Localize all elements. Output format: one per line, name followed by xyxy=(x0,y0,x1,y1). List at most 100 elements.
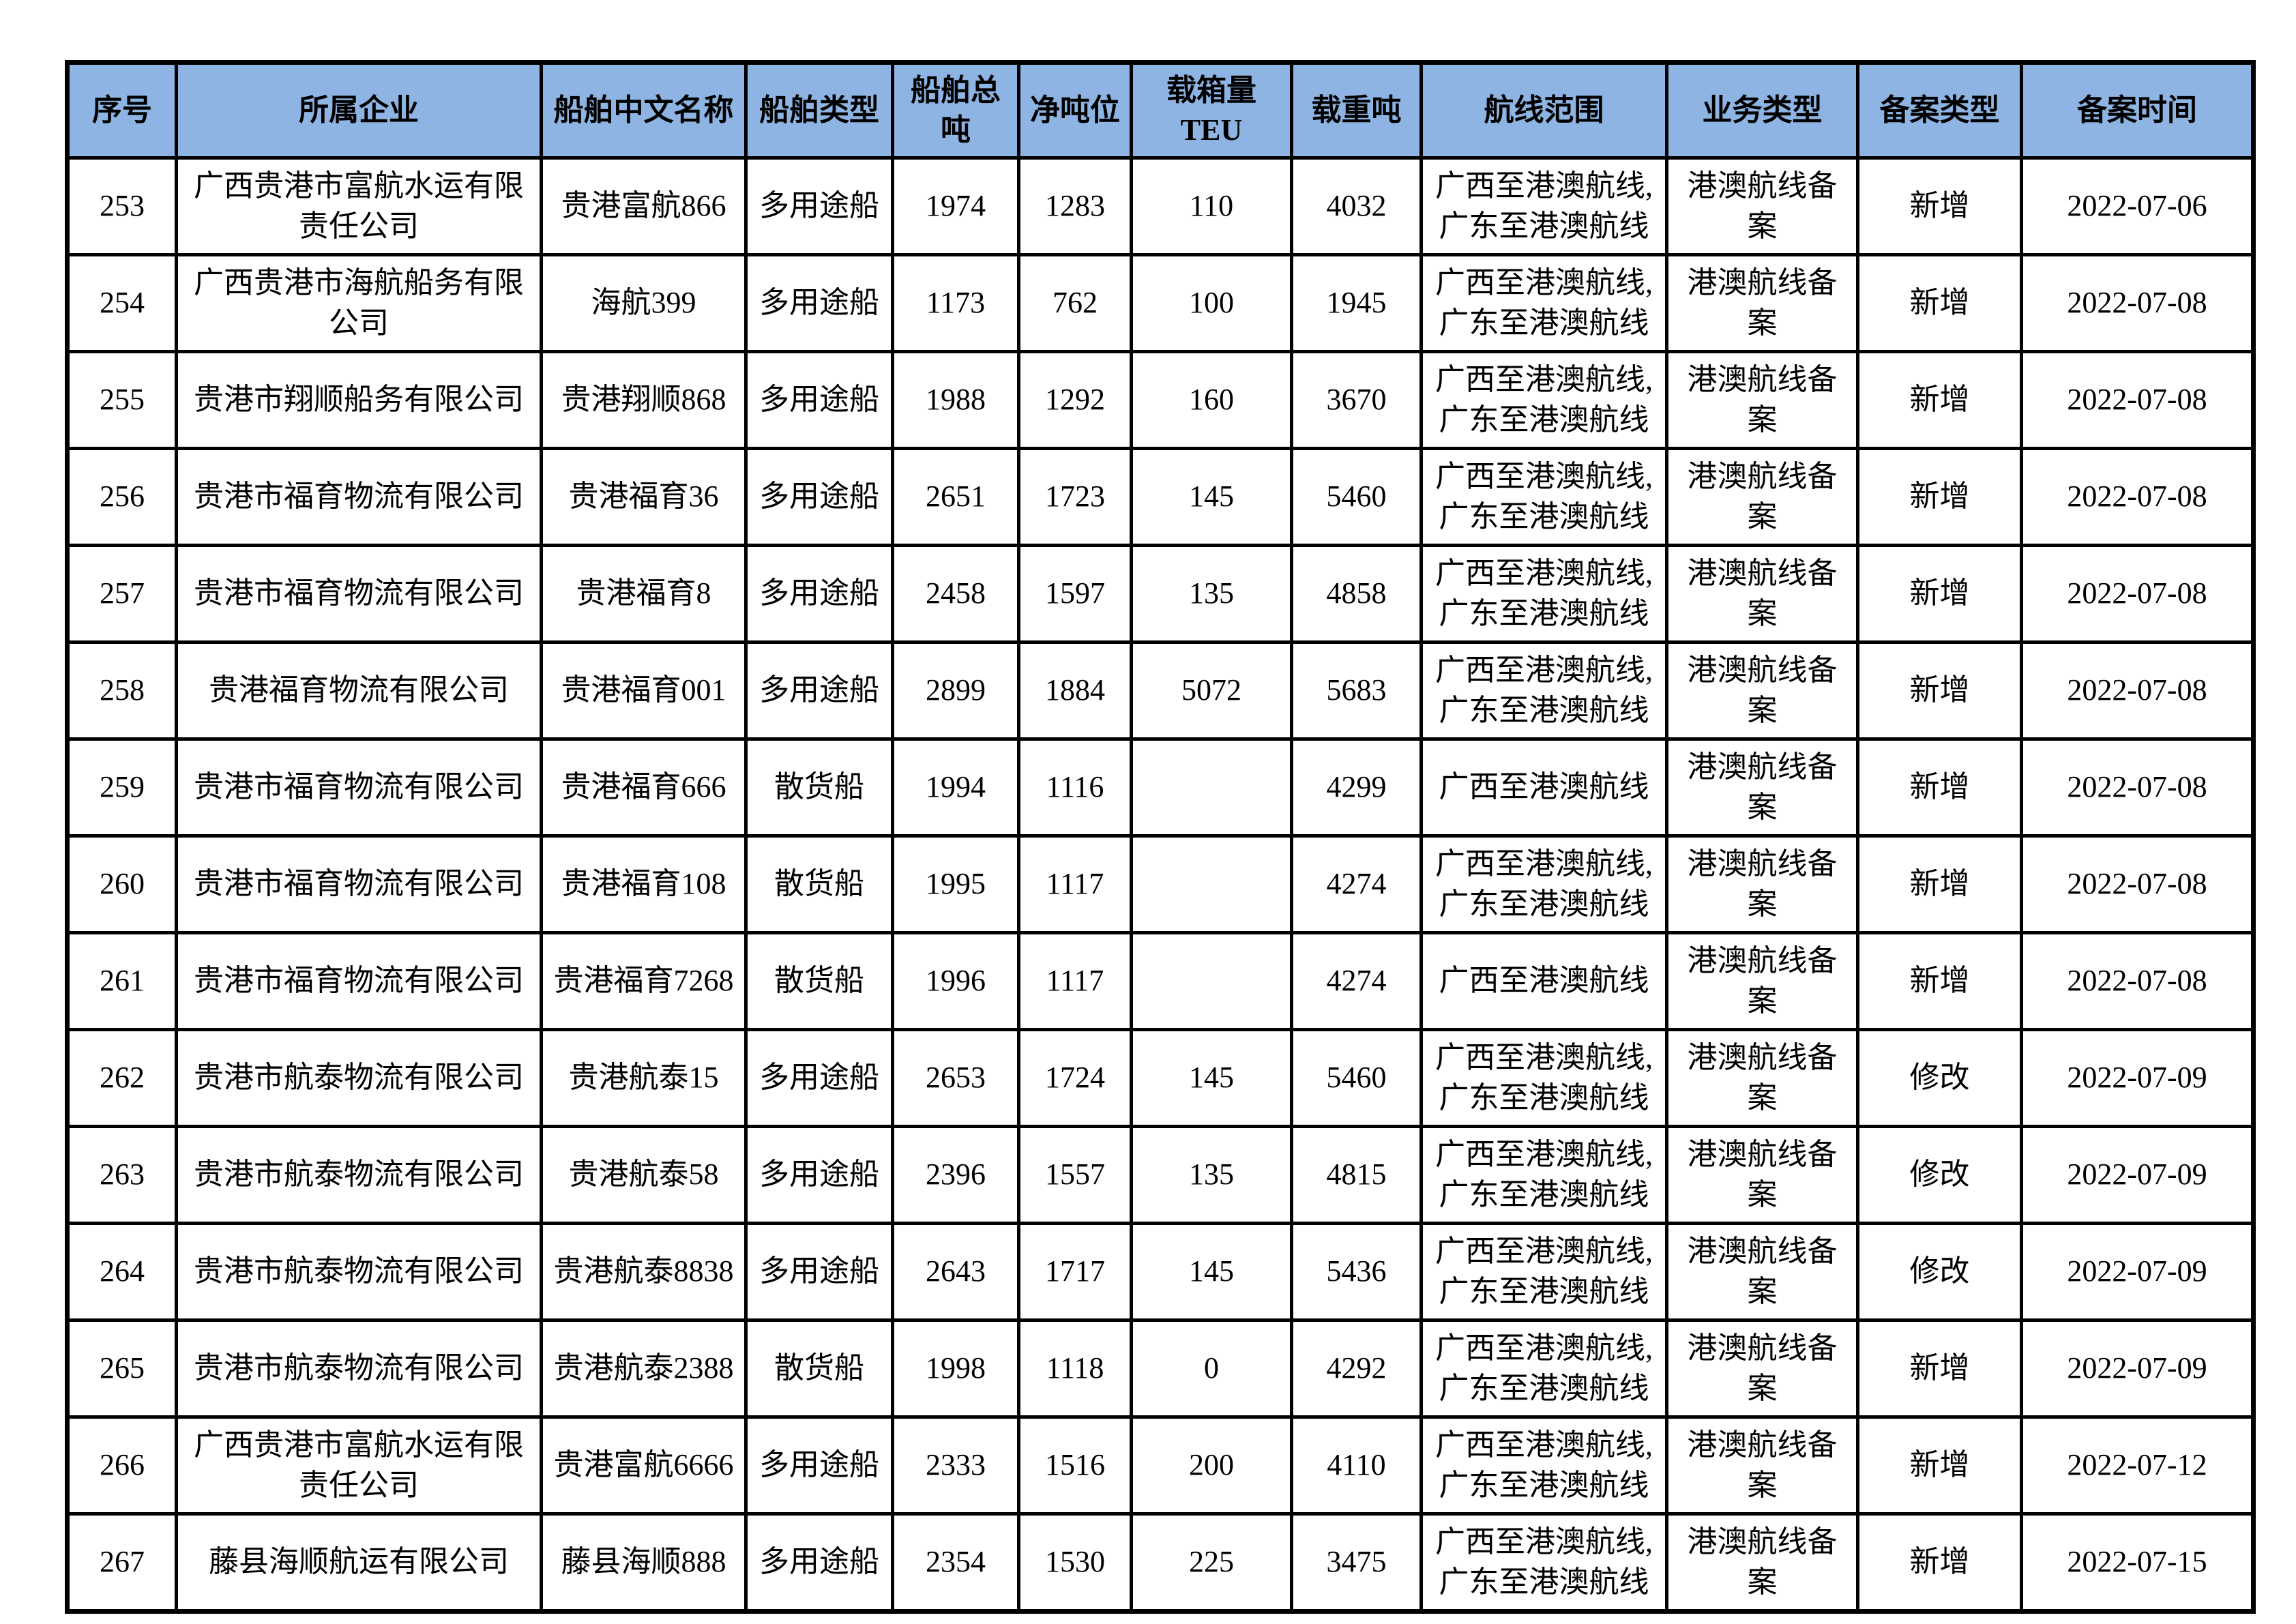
table-cell: 5460 xyxy=(1290,447,1423,547)
table-cell: 新增 xyxy=(1856,1318,2023,1419)
table-cell: 贵港福育36 xyxy=(540,447,748,547)
table-cell: 新增 xyxy=(1856,1512,2023,1613)
table-row: 264 贵港市航泰物流有限公司 贵港航泰8838 多用途船 2643 1717 145 543… xyxy=(65,1222,2255,1322)
header-cell: 备案类型 xyxy=(1856,61,2023,160)
table-cell: 港澳航线备案 xyxy=(1665,931,1859,1031)
header-cell: 序号 xyxy=(65,61,178,160)
table-row: 254 广西贵港市海航船务有限公司 海航399 多用途船 1173 762 100 1945 广… xyxy=(65,253,2255,353)
table-cell: 1995 xyxy=(891,834,1020,934)
table-cell: 100 xyxy=(1130,253,1293,353)
table-cell: 新增 xyxy=(1856,1415,2023,1516)
table-row: 253 广西贵港市富航水运有限责任公司 贵港富航866 多用途船 1974 1283 110… xyxy=(65,156,2255,256)
table-cell: 4032 xyxy=(1290,156,1423,256)
table-cell: 广西至港澳航线, 广东至港澳航线 xyxy=(1419,1028,1668,1128)
table-cell: 多用途船 xyxy=(744,1415,894,1516)
table-cell: 贵港市航泰物流有限公司 xyxy=(175,1028,543,1128)
table-cell: 多用途船 xyxy=(744,544,894,644)
table-cell: 2022-07-08 xyxy=(2020,640,2255,741)
table-cell: 贵港航泰8838 xyxy=(540,1222,748,1322)
table-cell: 港澳航线备案 xyxy=(1665,640,1859,741)
table-cell: 港澳航线备案 xyxy=(1665,834,1859,934)
table-row: 261 贵港市福育物流有限公司 贵港福育7268 散货船 1996 1117 4274 广西至… xyxy=(65,931,2255,1031)
table-cell: 港澳航线备案 xyxy=(1665,1125,1859,1225)
table-cell: 贵港福育8 xyxy=(540,544,748,644)
table-cell: 广西至港澳航线, 广东至港澳航线 xyxy=(1419,640,1668,741)
table-cell: 1945 xyxy=(1290,253,1423,353)
table-cell: 散货船 xyxy=(744,737,894,838)
table-cell: 2022-07-06 xyxy=(2020,156,2255,256)
table-cell: 广西至港澳航线, 广东至港澳航线 xyxy=(1419,1318,1668,1419)
table-cell: 多用途船 xyxy=(744,1125,894,1225)
table-cell: 2333 xyxy=(891,1415,1020,1516)
ship-filing-table: 序号 所属企业 船舶中文名称 船舶类型 船舶总吨 净吨位 载箱量TEU 载重吨 航线范围 业务类型… xyxy=(65,60,2256,1614)
header-cell: 业务类型 xyxy=(1665,61,1859,160)
table-row: 265 贵港市航泰物流有限公司 贵港航泰2388 散货船 1998 1118 0 4292 广西… xyxy=(65,1318,2255,1419)
table-cell: 散货船 xyxy=(744,1318,894,1419)
table-cell: 贵港市福育物流有限公司 xyxy=(175,834,543,934)
table-cell: 2022-07-12 xyxy=(2020,1415,2255,1516)
table-cell: 254 xyxy=(65,253,178,353)
table-cell: 256 xyxy=(65,447,178,547)
table-row: 260 贵港市福育物流有限公司 贵港福育108 散货船 1995 1117 4274 广西至港… xyxy=(65,834,2255,934)
table-row: 267 藤县海顺航运有限公司 藤县海顺888 多用途船 2354 1530 225 3475 广… xyxy=(65,1512,2255,1613)
table-cell: 2022-07-08 xyxy=(2020,350,2255,450)
table-cell: 135 xyxy=(1130,1125,1293,1225)
table-cell: 1724 xyxy=(1017,1028,1133,1128)
table-cell: 1994 xyxy=(891,737,1020,838)
table-cell: 散货船 xyxy=(744,931,894,1031)
table-cell: 广西至港澳航线, 广东至港澳航线 xyxy=(1419,253,1668,353)
table-cell: 255 xyxy=(65,350,178,450)
table-cell: 港澳航线备案 xyxy=(1665,544,1859,644)
table-cell: 多用途船 xyxy=(744,1028,894,1128)
table-cell: 4274 xyxy=(1290,931,1423,1031)
table-cell: 贵港市福育物流有限公司 xyxy=(175,447,543,547)
table-cell: 海航399 xyxy=(540,253,748,353)
table-cell: 265 xyxy=(65,1318,178,1419)
table-cell: 港澳航线备案 xyxy=(1665,1318,1859,1419)
table-cell: 1597 xyxy=(1017,544,1133,644)
table-cell: 3475 xyxy=(1290,1512,1423,1613)
table-cell: 263 xyxy=(65,1125,178,1225)
table-cell: 4858 xyxy=(1290,544,1423,644)
table-cell: 广西至港澳航线 xyxy=(1419,931,1668,1031)
table-cell: 5460 xyxy=(1290,1028,1423,1128)
table-cell: 广西至港澳航线, 广东至港澳航线 xyxy=(1419,156,1668,256)
table-cell: 1516 xyxy=(1017,1415,1133,1516)
table-cell: 1988 xyxy=(891,350,1020,450)
table-cell: 1117 xyxy=(1017,931,1133,1031)
table-cell: 广西至港澳航线, 广东至港澳航线 xyxy=(1419,834,1668,934)
table-cell: 多用途船 xyxy=(744,640,894,741)
table-cell: 260 xyxy=(65,834,178,934)
table-cell: 贵港福育108 xyxy=(540,834,748,934)
table-cell: 新增 xyxy=(1856,544,2023,644)
table-cell: 广西贵港市富航水运有限责任公司 xyxy=(175,156,543,256)
table-cell: 3670 xyxy=(1290,350,1423,450)
table-row: 263 贵港市航泰物流有限公司 贵港航泰58 多用途船 2396 1557 135 4815 广… xyxy=(65,1125,2255,1225)
table-cell xyxy=(1130,834,1293,934)
table-cell: 1283 xyxy=(1017,156,1133,256)
table-cell: 762 xyxy=(1017,253,1133,353)
table-cell: 5683 xyxy=(1290,640,1423,741)
header-cell: 载重吨 xyxy=(1290,61,1423,160)
table-cell: 多用途船 xyxy=(744,1222,894,1322)
table-cell: 1884 xyxy=(1017,640,1133,741)
table-cell: 2022-07-08 xyxy=(2020,544,2255,644)
table-cell: 港澳航线备案 xyxy=(1665,447,1859,547)
table-cell: 110 xyxy=(1130,156,1293,256)
table-cell: 港澳航线备案 xyxy=(1665,156,1859,256)
table-cell: 广西至港澳航线, 广东至港澳航线 xyxy=(1419,544,1668,644)
table-cell: 新增 xyxy=(1856,834,2023,934)
table-cell: 145 xyxy=(1130,1222,1293,1322)
table-cell: 225 xyxy=(1130,1512,1293,1613)
table-cell: 修改 xyxy=(1856,1125,2023,1225)
table-cell: 新增 xyxy=(1856,931,2023,1031)
table-cell: 广西贵港市富航水运有限责任公司 xyxy=(175,1415,543,1516)
table-cell: 新增 xyxy=(1856,350,2023,450)
table-cell: 2022-07-09 xyxy=(2020,1318,2255,1419)
table-cell: 261 xyxy=(65,931,178,1031)
table-cell: 新增 xyxy=(1856,156,2023,256)
header-cell: 船舶总吨 xyxy=(891,61,1020,160)
table-cell: 广西贵港市海航船务有限公司 xyxy=(175,253,543,353)
table-cell: 2022-07-09 xyxy=(2020,1125,2255,1225)
table-row: 266 广西贵港市富航水运有限责任公司 贵港富航6666 多用途船 2333 1516 20… xyxy=(65,1415,2255,1516)
